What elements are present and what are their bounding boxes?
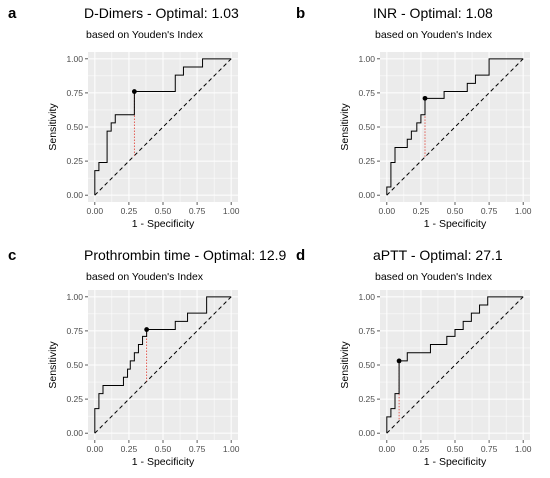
y-tick-label: 0.25 [66,394,83,404]
y-tick-label: 0.50 [358,360,375,370]
x-tick-label: 0.75 [481,444,498,454]
panel-c: c Prothrombin time - Optimal: 12.9 based o… [8,247,287,468]
x-tick-label: 0.75 [189,206,206,216]
y-tick-label: 0.25 [358,156,375,166]
x-axis-label: 1 - Specificity [424,456,487,468]
x-tick-label: 0.75 [481,206,498,216]
roc-curve [386,58,524,196]
y-tick-label: 0.00 [66,428,83,438]
panel-title: aPTT - Optimal: 27.1 [373,247,503,263]
x-tick-label: 1.00 [223,444,240,454]
y-tick-label: 1.00 [66,292,83,302]
x-tick-label: 1.00 [223,206,240,216]
panel-subtitle: based on Youden's Index [86,271,204,283]
roc-curve [94,296,232,434]
y-tick-label: 0.50 [358,122,375,132]
y-axis-label: Sensitivity [339,103,351,151]
x-tick-label: 0.00 [379,444,396,454]
optimal-point [131,89,137,94]
y-tick-label: 0.75 [358,326,375,336]
panel-letter: d [296,247,305,264]
y-tick-label: 0.50 [66,360,83,370]
x-axis-label: 1 - Specificity [132,456,195,468]
x-tick-label: 0.25 [413,444,430,454]
optimal-point [396,358,402,364]
panel-letter: c [8,247,16,264]
x-tick-label: 0.25 [121,206,138,216]
panel-subtitle: based on Youden's Index [375,29,493,41]
x-tick-label: 0.50 [447,206,464,216]
x-tick-label: 0.50 [155,206,172,216]
panel-letter: a [8,5,17,22]
panel-d: d aPTT - Optimal: 27.1 based on Youden's I… [296,247,532,468]
y-tick-label: 0.25 [66,156,83,166]
y-axis-label: Sensitivity [47,341,59,389]
y-tick-label: 0.00 [358,428,375,438]
y-tick-label: 1.00 [66,54,83,64]
panel-title: INR - Optimal: 1.08 [373,5,493,21]
y-tick-label: 0.75 [66,326,83,336]
x-tick-label: 0.00 [87,206,104,216]
panel-subtitle: based on Youden's Index [86,29,204,41]
x-tick-label: 0.50 [447,444,464,454]
x-tick-label: 0.00 [379,206,396,216]
y-tick-label: 0.75 [66,88,83,98]
x-tick-label: 0.25 [121,444,138,454]
y-tick-label: 0.50 [66,122,83,132]
x-tick-label: 1.00 [515,206,532,216]
roc-curve [386,296,524,434]
x-tick-label: 0.00 [87,444,104,454]
optimal-point [144,327,150,332]
optimal-point [422,95,428,101]
x-tick-label: 1.00 [515,444,532,454]
panel-a: a D-Dimers - Optimal: 1.03 based on Youden… [8,5,240,230]
x-axis-label: 1 - Specificity [424,218,487,230]
panel-b: b INR - Optimal: 1.08 based on Youden's In… [296,5,532,230]
panel-title: D-Dimers - Optimal: 1.03 [84,5,239,21]
y-tick-label: 0.00 [358,190,375,200]
roc-curve [94,58,232,196]
x-tick-label: 0.75 [189,444,206,454]
y-tick-label: 1.00 [358,292,375,302]
x-tick-label: 0.25 [413,206,430,216]
y-tick-label: 0.25 [358,394,375,404]
y-axis-label: Sensitivity [339,341,351,389]
panel-subtitle: based on Youden's Index [375,271,493,283]
y-tick-label: 0.75 [358,88,375,98]
panel-title: Prothrombin time - Optimal: 12.9 [84,247,287,263]
x-tick-label: 0.50 [155,444,172,454]
x-axis-label: 1 - Specificity [132,218,195,230]
y-axis-label: Sensitivity [47,103,59,151]
panel-letter: b [296,5,305,22]
y-tick-label: 0.00 [66,190,83,200]
y-tick-label: 1.00 [358,54,375,64]
